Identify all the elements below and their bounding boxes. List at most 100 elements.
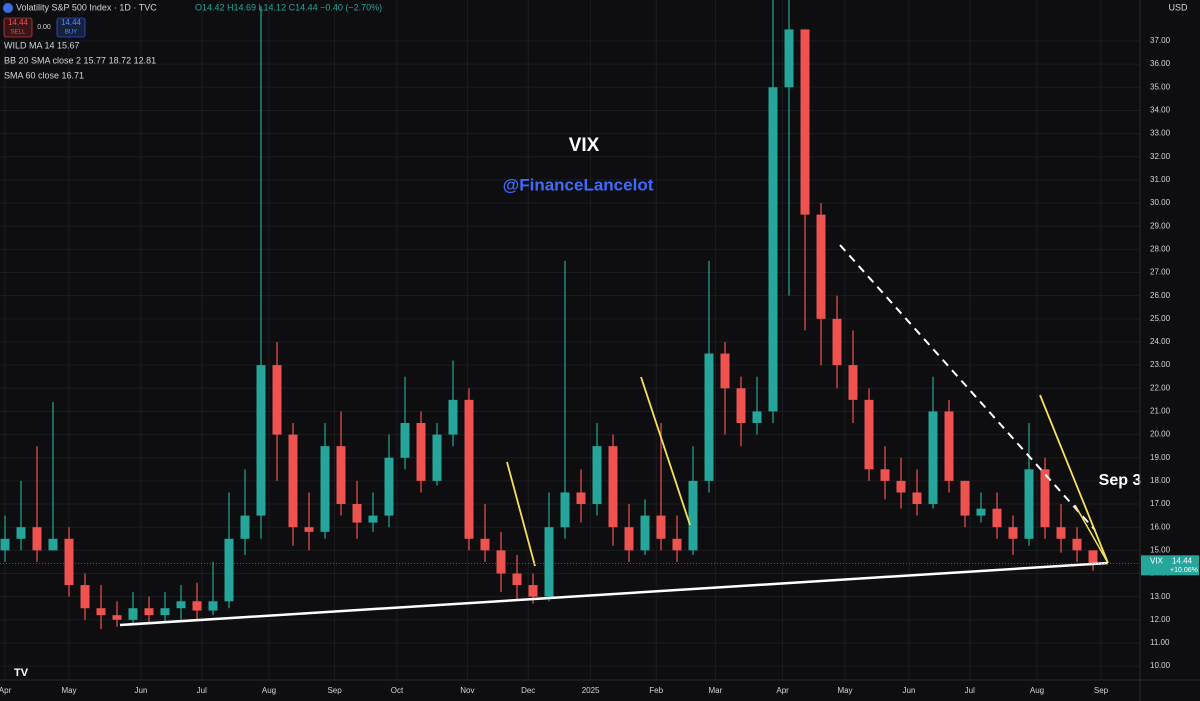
- annotation-handle: @FinanceLancelot: [503, 175, 654, 194]
- buy-button[interactable]: [56, 17, 86, 38]
- price-tag-price: 14.44: [1172, 556, 1193, 565]
- candle-body: [0, 538, 10, 551]
- sell-label: SELL: [11, 30, 26, 36]
- candle-body: [896, 480, 906, 493]
- candle-body: [384, 457, 394, 516]
- candle-body: [96, 608, 106, 616]
- y-tick-label: 25.00: [1150, 314, 1171, 323]
- candle-body: [608, 446, 618, 528]
- y-tick-label: 26.00: [1150, 291, 1171, 300]
- candle-body: [928, 411, 938, 505]
- sell-button[interactable]: [3, 17, 33, 38]
- indicator: SMA 60 close 16.71: [4, 70, 84, 80]
- candle-body: [880, 469, 890, 481]
- candles: [0, 0, 1098, 630]
- y-tick-label: 32.00: [1150, 152, 1171, 161]
- candle-body: [960, 480, 970, 516]
- candle-body: [976, 508, 986, 516]
- candle-body: [208, 601, 218, 611]
- candle-body: [64, 538, 74, 586]
- x-tick-label: Jul: [965, 686, 975, 695]
- candle-body: [352, 504, 362, 523]
- x-tick-label: May: [61, 686, 76, 695]
- y-tick-label: 30.00: [1150, 198, 1171, 207]
- candle-body: [128, 608, 138, 620]
- x-tick-label: Apr: [0, 686, 12, 695]
- x-tick-label: Jun: [903, 686, 916, 695]
- y-tick-label: 23.00: [1150, 360, 1171, 369]
- indicator: WILD MA 14 15.67: [4, 40, 80, 50]
- logo: TV: [14, 667, 29, 679]
- y-tick-label: 27.00: [1150, 268, 1171, 277]
- candle-body: [80, 585, 90, 609]
- yellow-line: [1039, 394, 1109, 564]
- y-tick-label: 29.00: [1150, 221, 1171, 230]
- y-tick-label: 24.00: [1150, 337, 1171, 346]
- y-tick-label: 16.00: [1150, 522, 1171, 531]
- candle-body: [1056, 527, 1066, 539]
- x-tick-label: Aug: [1030, 686, 1044, 695]
- candle-body: [544, 527, 554, 597]
- x-tick-label: 2025: [582, 686, 600, 695]
- candle-body: [912, 492, 922, 505]
- candle-body: [224, 538, 234, 602]
- x-tick-label: Jun: [135, 686, 148, 695]
- candle-body: [832, 318, 842, 366]
- candle-body: [32, 527, 42, 551]
- annotation-title: VIX: [569, 135, 600, 156]
- candle-body: [736, 388, 746, 424]
- candle-body: [240, 515, 250, 539]
- y-tick-label: 31.00: [1150, 175, 1171, 184]
- candle-body: [176, 601, 186, 609]
- candle-body: [368, 515, 378, 523]
- x-tick-label: Mar: [709, 686, 723, 695]
- candle-body: [752, 411, 762, 424]
- candle-body: [288, 434, 298, 528]
- candle-body: [592, 446, 602, 505]
- trendlines: [119, 244, 1109, 627]
- support-line: [119, 561, 1109, 627]
- indicator: BB 20 SMA close 2 15.77 18.72 12.81: [4, 55, 156, 65]
- spread: 0.00: [37, 24, 51, 31]
- candle-body: [304, 527, 314, 532]
- currency: USD: [1168, 2, 1188, 12]
- candle-body: [1008, 527, 1018, 539]
- yellow-line: [506, 461, 536, 567]
- x-tick-label: Apr: [776, 686, 789, 695]
- candle-body: [704, 353, 714, 481]
- y-tick-label: 19.00: [1150, 453, 1171, 462]
- candle-body: [1024, 469, 1034, 539]
- annotation-date: Sep 3: [1099, 472, 1142, 489]
- yellow-line: [1074, 504, 1109, 564]
- y-tick-label: 13.00: [1150, 592, 1171, 601]
- dashed-line: [839, 244, 1096, 531]
- candle-body: [144, 608, 154, 616]
- x-tick-label: Dec: [521, 686, 535, 695]
- candle-body: [528, 585, 538, 597]
- y-tick-label: 28.00: [1150, 244, 1171, 253]
- candle-body: [816, 214, 826, 319]
- candle-body: [768, 87, 778, 412]
- candle-body: [272, 365, 282, 435]
- x-tick-label: Sep: [1094, 686, 1109, 695]
- candle-body: [624, 527, 634, 551]
- buy-price: 14.44: [61, 18, 82, 27]
- price-tag-change: +10.06%: [1170, 567, 1198, 574]
- candle-body: [720, 353, 730, 389]
- y-tick-label: 11.00: [1150, 638, 1170, 647]
- x-tick-label: Sep: [327, 686, 342, 695]
- candle-body: [192, 601, 202, 611]
- x-tick-label: Feb: [649, 686, 663, 695]
- candle-body: [512, 573, 522, 586]
- candle-body: [864, 399, 874, 470]
- candle-body: [336, 446, 346, 505]
- candle-body: [112, 615, 122, 620]
- candle-body: [416, 423, 426, 481]
- candle-body: [160, 608, 170, 616]
- x-tick-label: Nov: [460, 686, 474, 695]
- x-tick-label: Aug: [262, 686, 276, 695]
- candle-body: [944, 411, 954, 481]
- ohlc: O14.42 H14.69 L14.12 C14.44 −0.40 (−2.70…: [195, 2, 382, 12]
- candle-body: [656, 515, 666, 539]
- candle-body: [688, 480, 698, 551]
